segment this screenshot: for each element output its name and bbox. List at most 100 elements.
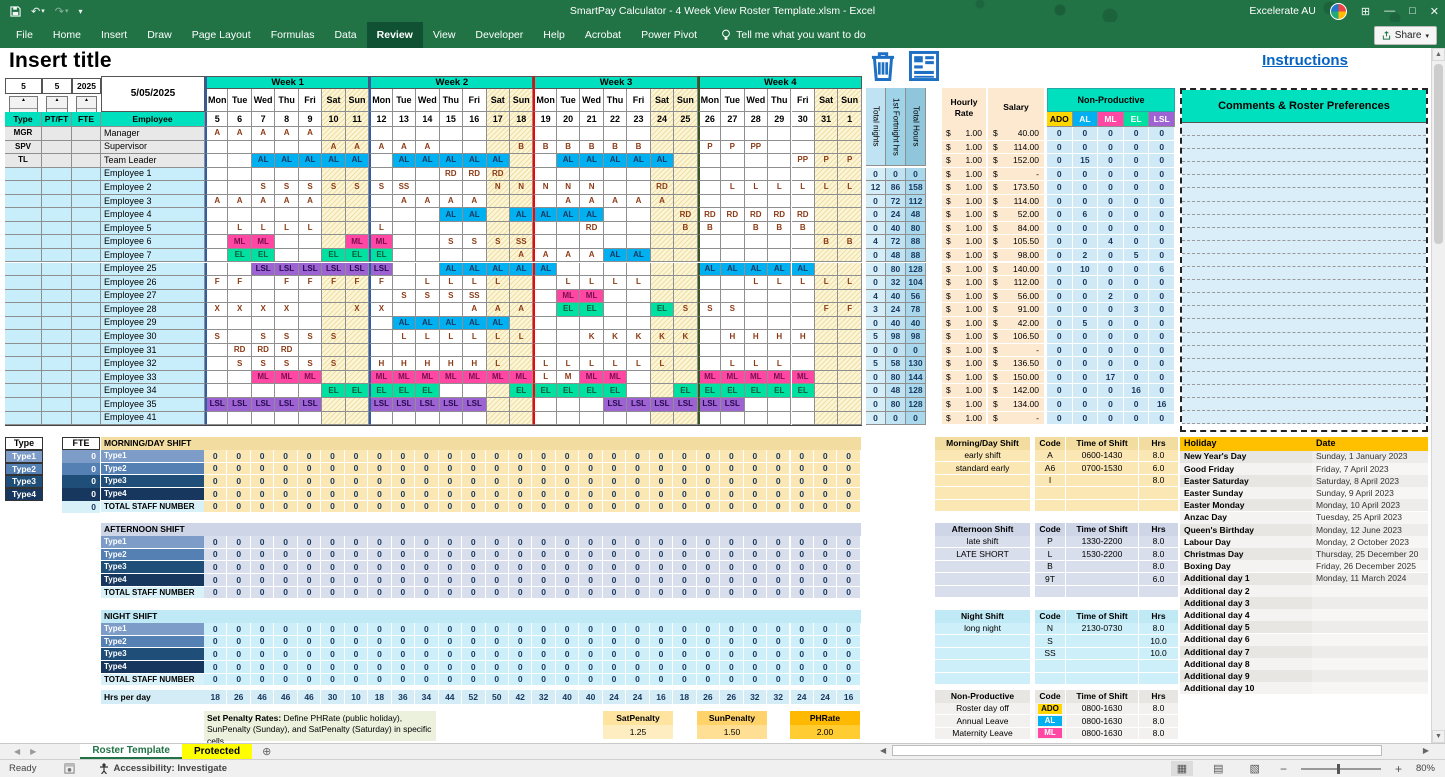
roster-cell[interactable] (627, 221, 651, 236)
holiday-date-cell[interactable] (1312, 609, 1428, 622)
roster-cell[interactable]: K (603, 330, 628, 344)
roster-cell[interactable]: S (251, 357, 276, 371)
row-ptft-cell[interactable] (42, 384, 72, 398)
roster-cell[interactable] (205, 167, 229, 182)
staffing-count-cell[interactable]: 0 (720, 673, 744, 687)
staffing-count-cell[interactable]: 0 (720, 500, 744, 514)
roster-cell[interactable] (251, 140, 276, 155)
np-count-cell[interactable]: 0 (1072, 276, 1099, 290)
roster-cell[interactable] (228, 330, 252, 344)
column-header-employee[interactable]: Employee (101, 112, 205, 127)
shift-name-cell[interactable] (935, 660, 1031, 673)
salary-cell[interactable]: $40.00 (988, 127, 1044, 141)
roster-cell[interactable] (838, 343, 862, 358)
roster-cell[interactable]: A (463, 194, 487, 209)
roster-cell[interactable]: K (650, 330, 675, 344)
roster-cell[interactable] (814, 248, 839, 263)
staffing-count-cell[interactable]: 0 (297, 673, 322, 687)
staffing-count-cell[interactable]: 0 (626, 561, 650, 575)
roster-cell[interactable]: L (744, 276, 769, 290)
roster-cell[interactable]: EL (345, 248, 370, 263)
staffing-count-cell[interactable]: 0 (297, 462, 322, 476)
roster-cell[interactable]: S (322, 181, 346, 195)
roster-cell[interactable]: AL (509, 262, 534, 277)
stats-hours-cell[interactable]: 88 (906, 235, 926, 249)
staffing-count-cell[interactable]: 0 (673, 450, 697, 463)
staffing-count-cell[interactable]: 0 (344, 648, 369, 662)
np-count-cell[interactable]: 0 (1098, 316, 1124, 331)
staffing-count-cell[interactable]: 0 (204, 536, 228, 549)
roster-cell[interactable] (275, 411, 299, 426)
row-type-cell[interactable] (5, 398, 42, 412)
staffing-count-cell[interactable]: 0 (579, 673, 603, 687)
staffing-count-cell[interactable]: 0 (790, 462, 814, 476)
staffing-count-cell[interactable]: 0 (767, 462, 791, 476)
holiday-date-cell[interactable]: Sunday, 1 January 2023 (1312, 450, 1428, 463)
vertical-scrollbar[interactable]: ▲ ▼ (1431, 48, 1445, 743)
zoom-level[interactable]: 80% (1415, 763, 1435, 774)
roster-cell[interactable]: B (674, 221, 698, 236)
roster-cell[interactable] (627, 262, 651, 277)
row-ptft-cell[interactable] (42, 370, 72, 385)
roster-cell[interactable] (627, 303, 651, 317)
staffing-count-cell[interactable]: 0 (602, 623, 627, 636)
hourly-rate-cell[interactable]: $1.00 (942, 289, 986, 304)
staffing-count-cell[interactable]: 0 (837, 574, 861, 587)
roster-cell[interactable]: S (322, 330, 346, 344)
roster-cell[interactable] (228, 316, 252, 331)
stats-hours-cell[interactable]: 48 (886, 248, 906, 263)
staffing-count-cell[interactable]: 0 (462, 450, 486, 463)
hrs-per-day-cell[interactable]: 32 (767, 690, 791, 704)
roster-cell[interactable] (838, 262, 862, 277)
roster-cell[interactable]: AL (650, 154, 675, 168)
staffing-count-cell[interactable]: 0 (813, 673, 838, 687)
staffing-count-cell[interactable]: 0 (555, 574, 580, 587)
roster-cell[interactable]: M (556, 370, 581, 385)
roster-cell[interactable]: AL (603, 248, 628, 263)
day-name-cell[interactable]: Fri (298, 89, 323, 112)
staffing-count-cell[interactable]: 0 (415, 574, 439, 587)
roster-cell[interactable] (814, 357, 839, 371)
roster-cell[interactable]: EL (556, 303, 581, 317)
roster-cell[interactable]: LSL (251, 262, 276, 277)
holiday-name-cell[interactable]: Additional day 4 (1180, 609, 1312, 622)
holiday-date-cell[interactable] (1312, 657, 1428, 671)
staffing-count-cell[interactable]: 0 (837, 623, 861, 636)
roster-cell[interactable]: S (298, 357, 323, 371)
hourly-rate-cell[interactable]: $1.00 (942, 235, 986, 249)
accessibility-status[interactable]: Accessibility: Investigate (99, 763, 227, 774)
roster-cell[interactable]: L (603, 276, 628, 290)
roster-cell[interactable] (791, 140, 815, 155)
close-button[interactable]: ✕ (1429, 5, 1439, 18)
np-count-cell[interactable]: 0 (1047, 221, 1073, 236)
roster-cell[interactable]: ML (697, 370, 722, 385)
roster-cell[interactable] (721, 235, 745, 249)
roster-cell[interactable]: A (275, 127, 299, 141)
staffing-count-cell[interactable]: 0 (438, 450, 463, 463)
staffing-count-cell[interactable]: 0 (555, 500, 580, 514)
roster-cell[interactable] (322, 398, 346, 412)
shift-name-cell[interactable] (935, 635, 1031, 648)
staffing-count-cell[interactable]: 0 (508, 475, 533, 489)
row-ptft-cell[interactable] (42, 262, 72, 277)
holiday-name-cell[interactable]: Easter Saturday (1180, 474, 1312, 488)
np-count-cell[interactable]: 4 (1098, 235, 1124, 249)
roster-cell[interactable]: LSL (416, 398, 440, 412)
staffing-count-cell[interactable]: 0 (790, 574, 814, 587)
staffing-count-cell[interactable]: 0 (485, 450, 509, 463)
staffing-count-cell[interactable]: 0 (391, 635, 416, 649)
np-count-cell[interactable]: 0 (1123, 194, 1150, 209)
roster-cell[interactable] (345, 398, 370, 412)
row-fte-cell[interactable] (72, 384, 101, 398)
staffing-count-cell[interactable]: 0 (508, 673, 533, 687)
horizontal-scrollbar[interactable]: ◀ ▶ (878, 744, 1431, 758)
roster-cell[interactable] (627, 370, 651, 385)
ribbon-tab-formulas[interactable]: Formulas (270, 29, 315, 41)
salary-cell[interactable]: $42.00 (988, 316, 1044, 331)
roster-cell[interactable] (814, 384, 839, 398)
roster-cell[interactable] (509, 411, 534, 426)
shift-hrs-cell[interactable]: 8.0 (1139, 560, 1179, 574)
stats-hours-cell[interactable]: 0 (866, 167, 886, 182)
roster-cell[interactable]: AL (509, 208, 534, 222)
ribbon-tab-data[interactable]: Data (334, 29, 357, 41)
